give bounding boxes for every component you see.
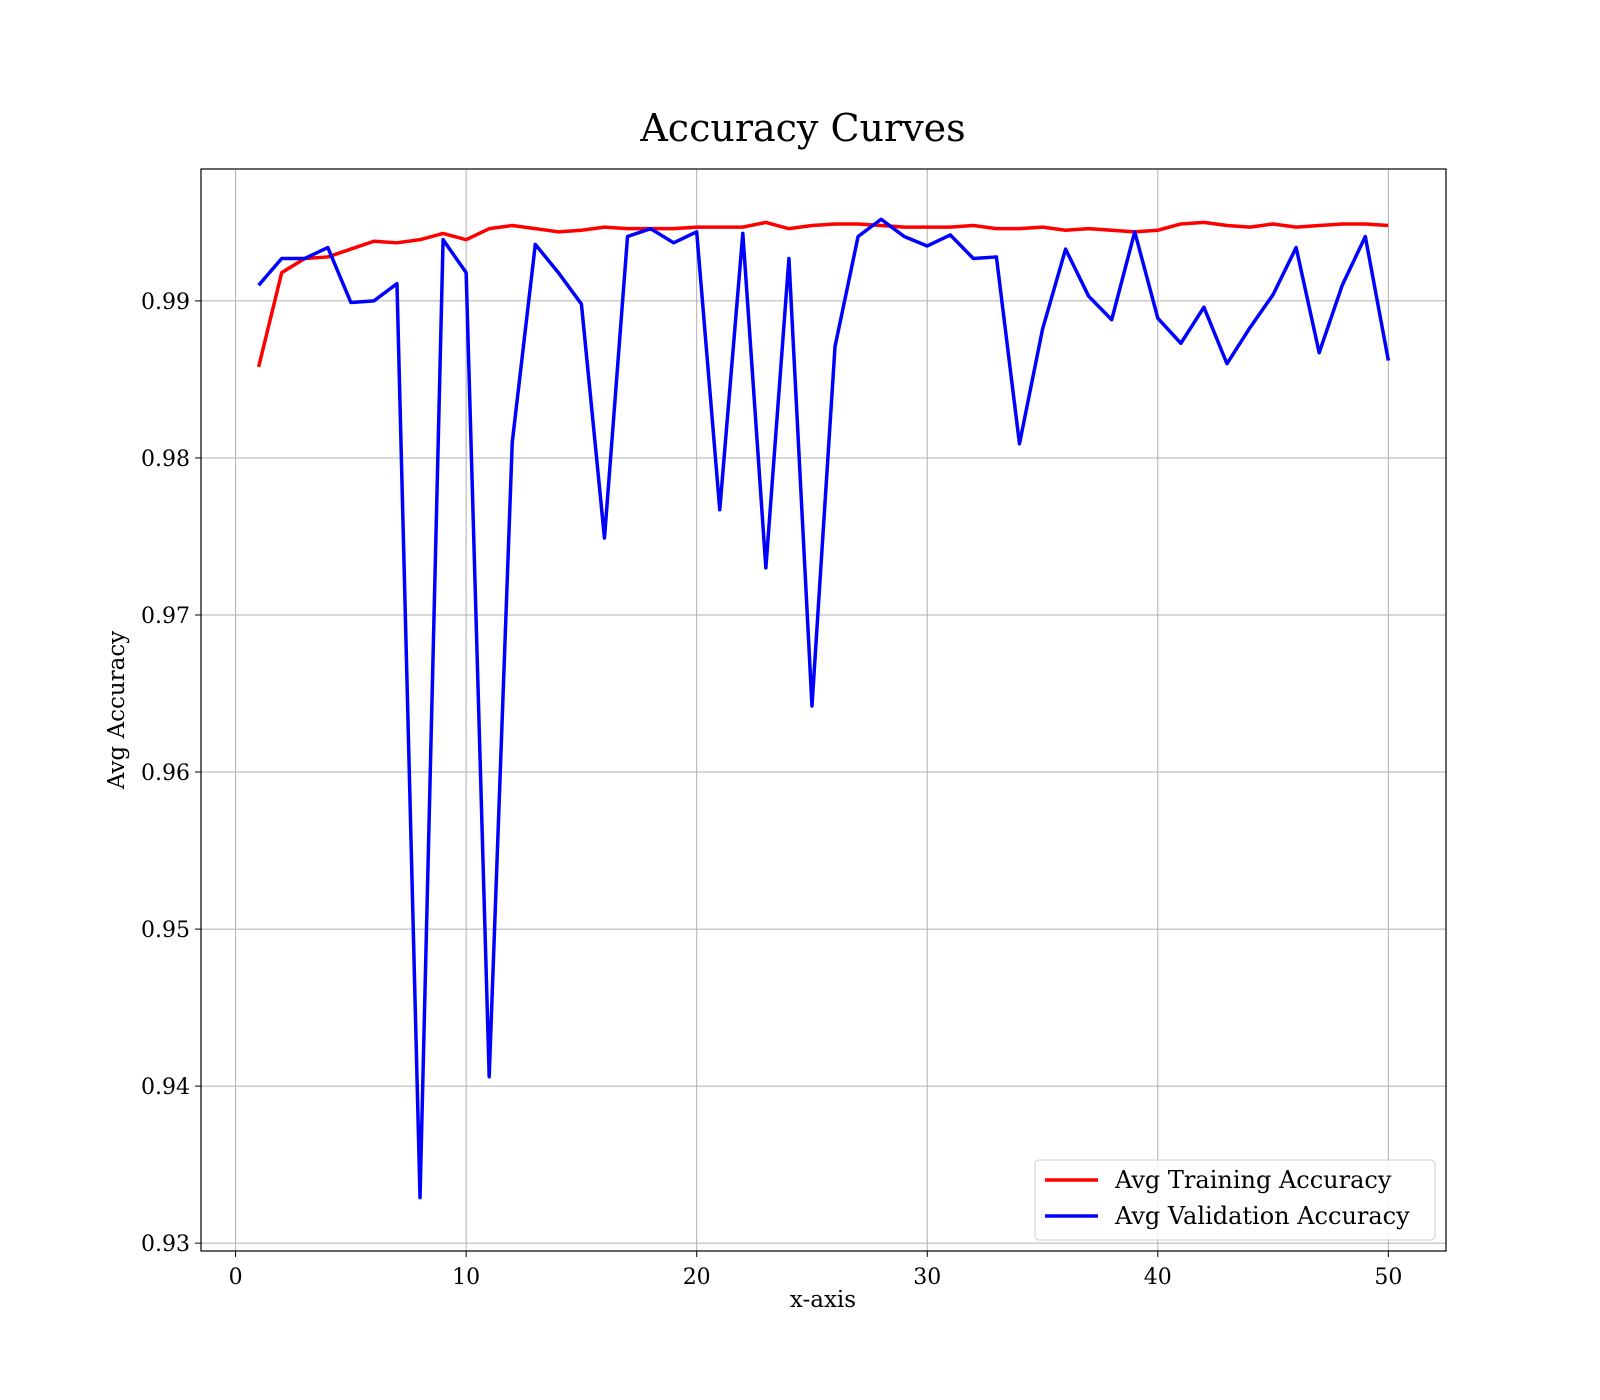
y-tick-label: 0.95 <box>141 918 190 943</box>
y-tick-label: 0.98 <box>141 447 190 472</box>
legend-label-training: Avg Training Accuracy <box>1114 1166 1392 1194</box>
x-tick-label: 40 <box>1144 1265 1172 1290</box>
x-tick-label: 50 <box>1374 1265 1402 1290</box>
y-tick-label: 0.97 <box>141 604 190 629</box>
y-tick-label: 0.96 <box>141 761 190 786</box>
training-accuracy-line <box>256 220 1389 368</box>
x-tick-label: 10 <box>452 1265 480 1290</box>
x-axis-ticks: 0 10 20 30 40 50 <box>229 1251 1402 1290</box>
y-tick-label: 0.94 <box>141 1075 190 1100</box>
legend-label-validation: Avg Validation Accuracy <box>1114 1202 1410 1230</box>
series-lines <box>256 217 1391 1200</box>
plot-frame <box>200 168 1447 1252</box>
x-axis-label: x-axis <box>790 1287 856 1313</box>
validation-accuracy-line <box>257 217 1391 1200</box>
legend-box <box>1034 1159 1436 1241</box>
y-tick-label: 0.99 <box>141 290 190 315</box>
y-axis-ticks: 0.93 0.94 0.95 0.96 0.97 0.98 0.99 <box>141 290 201 1257</box>
x-tick-label: 30 <box>913 1265 941 1290</box>
legend: Avg Training Accuracy Avg Validation Acc… <box>1034 1159 1436 1241</box>
x-tick-label: 0 <box>229 1265 243 1290</box>
x-tick-label: 20 <box>683 1265 711 1290</box>
chart-title: Accuracy Curves <box>639 106 965 150</box>
y-tick-label: 0.93 <box>141 1232 190 1257</box>
grid-lines <box>201 169 1446 1251</box>
y-axis-label: Avg Accuracy <box>104 631 130 790</box>
